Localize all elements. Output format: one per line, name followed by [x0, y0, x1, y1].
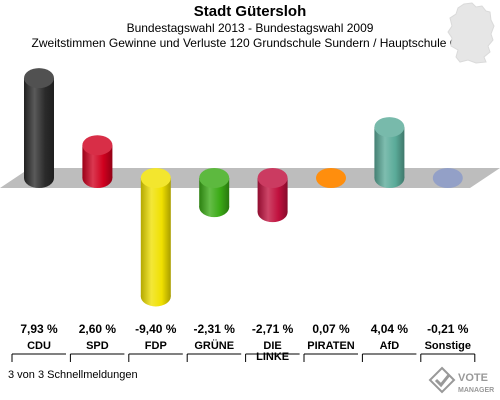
- category-label: SPD: [86, 340, 109, 352]
- category-label: PIRATEN: [307, 340, 355, 352]
- value-label: -2,31 %: [194, 322, 236, 336]
- category-label: FDP: [145, 340, 167, 352]
- chart-floor: [0, 168, 500, 188]
- footer-note: 3 von 3 Schnellmeldungen: [8, 369, 138, 381]
- chart-subtitle: Bundestagswahl 2013 - Bundestagswahl 200…: [126, 21, 374, 35]
- svg-text:MANAGER: MANAGER: [458, 387, 494, 394]
- bar-fdp: [140, 168, 171, 307]
- chart-title: Stadt Gütersloh: [193, 3, 307, 20]
- value-label: 4,04 %: [371, 322, 409, 336]
- value-label: -9,40 %: [135, 322, 177, 336]
- chart-header: Stadt Gütersloh Bundestagswahl 2013 - Bu…: [0, 0, 500, 51]
- value-label: -2,71 %: [252, 322, 294, 336]
- category-label: Sonstige: [425, 340, 471, 352]
- bar-gr-ne: [199, 168, 230, 218]
- bar-piraten: [316, 168, 346, 188]
- category-label: DIE LINKE: [256, 340, 289, 363]
- value-label: 0,07 %: [312, 322, 350, 336]
- value-label: 7,93 %: [20, 322, 58, 336]
- bar-sonstige: [432, 168, 463, 188]
- svg-text:VOTE: VOTE: [458, 372, 488, 384]
- bar-afd: [374, 117, 405, 188]
- category-label: GRÜNE: [194, 339, 234, 352]
- bar-cdu: [24, 68, 54, 188]
- bar-die-linke: [257, 168, 288, 223]
- value-label: -0,21 %: [427, 322, 469, 336]
- votemanager-logo: VOTE MANAGER: [428, 366, 494, 394]
- chart-subtitle-detail: Zweitstimmen Gewinne und Verluste 120 Gr…: [31, 36, 469, 50]
- bar-spd: [82, 135, 113, 188]
- germany-map-icon: [447, 2, 495, 64]
- category-label: AfD: [380, 340, 400, 352]
- value-label: 2,60 %: [79, 322, 117, 336]
- category-label: CDU: [27, 340, 51, 352]
